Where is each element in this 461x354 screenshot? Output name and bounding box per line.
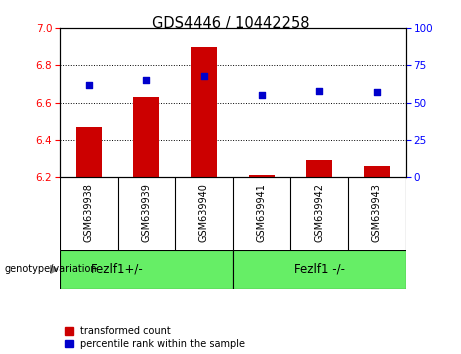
- Text: GSM639941: GSM639941: [257, 183, 266, 242]
- Bar: [76, 127, 102, 177]
- Text: GDS4446 / 10442258: GDS4446 / 10442258: [152, 16, 309, 31]
- Text: Fezlf1 -/-: Fezlf1 -/-: [294, 263, 345, 276]
- Text: GSM639938: GSM639938: [84, 183, 94, 242]
- Text: GSM639942: GSM639942: [314, 183, 324, 242]
- Point: [142, 78, 150, 83]
- Text: GSM639940: GSM639940: [199, 183, 209, 242]
- Point: [258, 92, 266, 98]
- Point: [85, 82, 92, 88]
- FancyBboxPatch shape: [233, 250, 406, 289]
- Point: [315, 88, 323, 93]
- Text: GSM639939: GSM639939: [142, 183, 151, 242]
- FancyBboxPatch shape: [60, 250, 233, 289]
- Point: [200, 73, 207, 79]
- Text: GSM639943: GSM639943: [372, 183, 382, 242]
- Bar: [306, 160, 332, 177]
- Point: [373, 90, 381, 95]
- Legend: transformed count, percentile rank within the sample: transformed count, percentile rank withi…: [65, 326, 245, 349]
- Bar: [364, 166, 390, 177]
- Bar: [248, 175, 275, 177]
- Text: Fezlf1+/-: Fezlf1+/-: [91, 263, 144, 276]
- Text: genotype/variation: genotype/variation: [5, 264, 97, 274]
- Bar: [133, 97, 160, 177]
- Bar: [191, 47, 217, 177]
